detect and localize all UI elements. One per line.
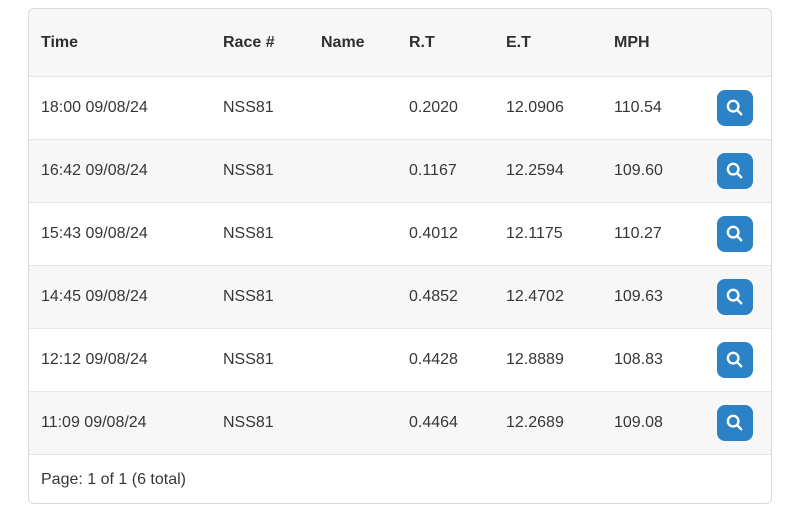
table-row: 16:42 09/08/24 NSS81 0.1167 12.2594 109.… <box>29 139 771 202</box>
time-cell: 14:45 09/08/24 <box>41 288 148 305</box>
table-row: 14:45 09/08/24 NSS81 0.4852 12.4702 109.… <box>29 265 771 328</box>
race-cell: NSS81 <box>223 162 274 179</box>
et-cell: 12.4702 <box>506 288 564 305</box>
et-cell: 12.2594 <box>506 162 564 179</box>
rt-cell: 0.4852 <box>409 288 458 305</box>
time-cell: 18:00 09/08/24 <box>41 99 148 116</box>
rt-cell: 0.4464 <box>409 414 458 431</box>
table-body: 18:00 09/08/24 NSS81 0.2020 12.0906 110.… <box>29 76 771 454</box>
view-timeslip-button[interactable] <box>717 405 753 441</box>
race-cell: NSS81 <box>223 225 274 242</box>
magnifier-icon <box>724 223 746 245</box>
race-cell: NSS81 <box>223 99 274 116</box>
view-timeslip-button[interactable] <box>717 279 753 315</box>
table-row: 15:43 09/08/24 NSS81 0.4012 12.1175 110.… <box>29 202 771 265</box>
column-header-race: Race # <box>223 33 275 51</box>
race-cell: NSS81 <box>223 351 274 368</box>
rt-cell: 0.4428 <box>409 351 458 368</box>
et-cell: 12.8889 <box>506 351 564 368</box>
view-timeslip-button[interactable] <box>717 90 753 126</box>
magnifier-icon <box>724 97 746 119</box>
time-cell: 12:12 09/08/24 <box>41 351 148 368</box>
timeslip-table-card: Time Race # Name R.T E.T MPH 18:00 09/08… <box>28 8 772 504</box>
race-cell: NSS81 <box>223 288 274 305</box>
column-header-time: Time <box>41 33 79 51</box>
magnifier-icon <box>724 160 746 182</box>
time-cell: 15:43 09/08/24 <box>41 225 148 242</box>
mph-cell: 108.83 <box>614 351 663 368</box>
et-cell: 12.2689 <box>506 414 564 431</box>
et-cell: 12.1175 <box>506 225 563 242</box>
column-header-et: E.T <box>506 33 531 51</box>
pagination-status: Page: 1 of 1 (6 total) <box>41 470 186 488</box>
table-header-row: Time Race # Name R.T E.T MPH <box>29 9 771 76</box>
column-header-name: Name <box>321 33 365 51</box>
rt-cell: 0.1167 <box>409 162 457 179</box>
table-row: 12:12 09/08/24 NSS81 0.4428 12.8889 108.… <box>29 328 771 391</box>
mph-cell: 109.08 <box>614 414 663 431</box>
time-cell: 16:42 09/08/24 <box>41 162 148 179</box>
rt-cell: 0.4012 <box>409 225 458 242</box>
table-footer: Page: 1 of 1 (6 total) <box>29 454 771 503</box>
view-timeslip-button[interactable] <box>717 216 753 252</box>
mph-cell: 109.63 <box>614 288 663 305</box>
time-cell: 11:09 09/08/24 <box>41 414 147 431</box>
magnifier-icon <box>724 412 746 434</box>
mph-cell: 109.60 <box>614 162 663 179</box>
column-header-rt: R.T <box>409 33 435 51</box>
column-header-mph: MPH <box>614 33 650 51</box>
view-timeslip-button[interactable] <box>717 153 753 189</box>
mph-cell: 110.54 <box>614 99 662 116</box>
rt-cell: 0.2020 <box>409 99 458 116</box>
magnifier-icon <box>724 286 746 308</box>
race-cell: NSS81 <box>223 414 274 431</box>
table-row: 11:09 09/08/24 NSS81 0.4464 12.2689 109.… <box>29 391 771 454</box>
et-cell: 12.0906 <box>506 99 564 116</box>
mph-cell: 110.27 <box>614 225 662 242</box>
table-row: 18:00 09/08/24 NSS81 0.2020 12.0906 110.… <box>29 76 771 139</box>
magnifier-icon <box>724 349 746 371</box>
view-timeslip-button[interactable] <box>717 342 753 378</box>
